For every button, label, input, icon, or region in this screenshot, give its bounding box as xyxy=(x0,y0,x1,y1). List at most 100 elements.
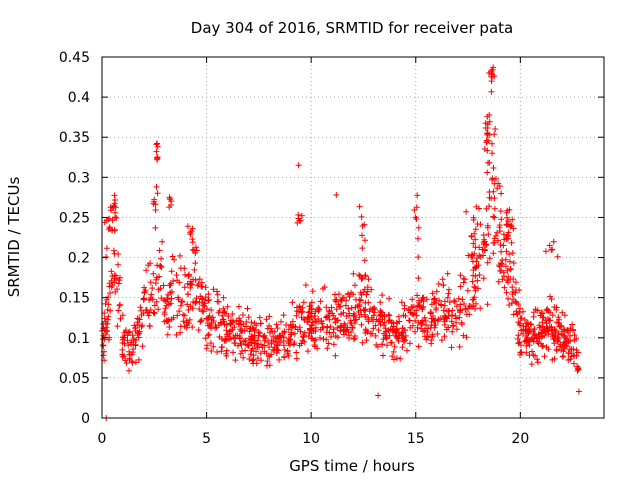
data-point xyxy=(550,238,557,245)
data-point xyxy=(112,272,119,279)
data-point xyxy=(166,204,173,211)
data-point xyxy=(517,305,523,312)
data-point xyxy=(483,130,490,137)
data-point xyxy=(484,301,491,308)
data-point xyxy=(260,333,267,340)
data-point xyxy=(115,280,122,287)
data-point xyxy=(251,320,258,327)
data-point xyxy=(532,332,538,339)
data-point xyxy=(177,329,184,336)
data-point xyxy=(549,246,556,253)
data-point xyxy=(285,335,292,342)
data-point xyxy=(205,296,212,303)
data-point xyxy=(248,336,255,343)
data-point xyxy=(274,341,281,348)
data-point xyxy=(457,283,464,290)
data-point xyxy=(350,313,357,320)
data-point xyxy=(375,327,382,334)
data-point xyxy=(359,223,366,229)
data-point xyxy=(463,311,470,318)
data-point xyxy=(196,276,203,283)
data-point xyxy=(460,332,467,339)
data-point xyxy=(137,304,144,311)
data-point xyxy=(446,299,453,305)
data-point xyxy=(393,333,400,340)
data-point xyxy=(484,113,491,120)
data-point xyxy=(558,322,565,329)
data-point xyxy=(154,262,161,269)
data-point xyxy=(377,321,384,328)
data-point xyxy=(270,333,277,340)
data-point xyxy=(330,341,337,348)
data-point xyxy=(551,304,558,311)
data-point xyxy=(473,203,480,210)
data-point xyxy=(372,322,379,329)
data-point xyxy=(564,326,571,333)
data-point xyxy=(110,247,117,254)
data-point xyxy=(444,270,451,277)
data-point xyxy=(444,294,451,301)
data-point xyxy=(555,314,562,321)
data-point xyxy=(157,262,163,269)
data-point xyxy=(243,323,250,330)
data-point xyxy=(280,312,287,319)
data-point xyxy=(490,64,497,71)
data-point xyxy=(271,328,278,335)
data-point xyxy=(472,273,479,279)
data-point xyxy=(320,324,327,331)
data-point xyxy=(537,312,544,319)
data-point xyxy=(106,215,113,222)
data-point xyxy=(271,339,277,345)
chart-title: Day 304 of 2016, SRMTID for receiver pat… xyxy=(191,19,513,37)
data-point xyxy=(536,324,543,331)
data-point xyxy=(142,307,149,314)
data-point xyxy=(227,335,234,342)
data-point xyxy=(506,251,513,258)
data-point xyxy=(102,300,109,307)
data-point xyxy=(154,190,161,197)
data-point xyxy=(474,277,481,284)
data-point xyxy=(503,248,510,255)
data-point xyxy=(383,335,390,342)
data-point xyxy=(251,337,258,344)
data-point xyxy=(190,299,197,305)
data-point xyxy=(246,356,253,362)
data-point xyxy=(187,284,194,291)
data-point xyxy=(101,326,108,333)
data-point xyxy=(275,347,282,354)
data-point xyxy=(490,250,497,257)
data-point xyxy=(457,272,464,279)
data-point xyxy=(175,294,181,301)
data-point xyxy=(111,250,118,257)
data-point xyxy=(295,162,302,169)
data-point xyxy=(210,318,217,324)
data-point xyxy=(348,305,355,311)
data-point xyxy=(346,335,352,341)
data-point xyxy=(407,324,414,331)
data-point xyxy=(119,334,126,341)
data-point xyxy=(523,349,530,356)
data-point xyxy=(567,332,573,339)
data-point xyxy=(138,312,145,318)
data-point xyxy=(389,353,396,360)
data-point xyxy=(200,308,207,315)
data-point xyxy=(253,348,259,355)
data-point xyxy=(364,329,371,335)
data-point xyxy=(305,333,312,340)
data-point xyxy=(407,309,414,316)
data-point xyxy=(338,297,345,304)
data-point xyxy=(199,307,206,314)
data-point xyxy=(107,290,113,296)
data-point xyxy=(124,337,131,344)
data-point xyxy=(296,342,303,349)
data-point xyxy=(132,359,139,366)
data-point xyxy=(522,337,529,344)
data-point xyxy=(477,221,484,228)
data-point xyxy=(111,272,118,279)
data-point xyxy=(435,280,442,287)
data-point xyxy=(332,352,339,359)
data-point xyxy=(546,317,553,324)
data-point xyxy=(153,148,160,155)
data-point xyxy=(569,321,576,328)
data-point xyxy=(565,349,572,356)
